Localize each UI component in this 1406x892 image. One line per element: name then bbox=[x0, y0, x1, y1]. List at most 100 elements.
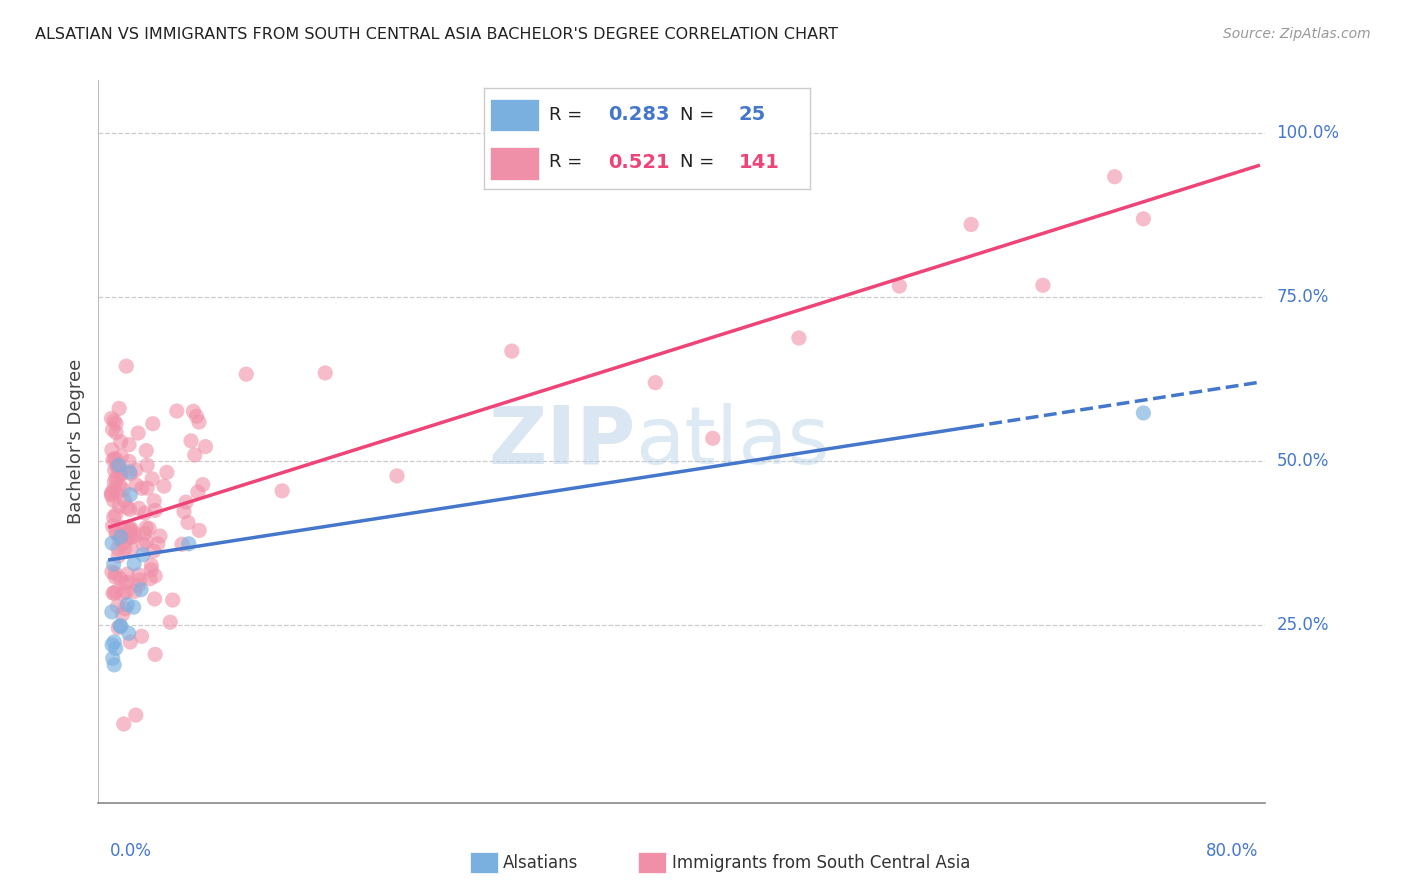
Point bbox=[186, 409, 208, 424]
Text: ALSATIAN VS IMMIGRANTS FROM SOUTH CENTRAL ASIA BACHELOR'S DEGREE CORRELATION CHA: ALSATIAN VS IMMIGRANTS FROM SOUTH CENTRA… bbox=[35, 27, 838, 42]
Point bbox=[118, 465, 141, 479]
Point bbox=[235, 367, 257, 381]
Point bbox=[111, 587, 134, 601]
Point bbox=[191, 477, 214, 491]
Point bbox=[135, 534, 157, 549]
Point bbox=[104, 566, 127, 581]
Point bbox=[100, 487, 122, 501]
Point bbox=[156, 466, 179, 480]
Point bbox=[108, 500, 131, 514]
Point bbox=[103, 586, 125, 600]
Point bbox=[134, 526, 156, 541]
Point bbox=[314, 366, 336, 380]
Point bbox=[124, 584, 146, 599]
Text: Source: ZipAtlas.com: Source: ZipAtlas.com bbox=[1223, 27, 1371, 41]
Point bbox=[112, 536, 135, 550]
Point bbox=[142, 544, 165, 558]
Point bbox=[132, 548, 155, 562]
Point bbox=[135, 443, 157, 458]
Point bbox=[105, 526, 128, 541]
Point bbox=[132, 537, 155, 551]
Point bbox=[180, 434, 202, 448]
Point bbox=[118, 531, 141, 545]
Point bbox=[105, 460, 128, 475]
Point bbox=[644, 376, 666, 390]
Point bbox=[174, 495, 197, 509]
Point bbox=[103, 483, 125, 497]
Point bbox=[143, 648, 166, 662]
Point bbox=[110, 529, 132, 543]
Text: 0.0%: 0.0% bbox=[110, 842, 152, 860]
Point bbox=[129, 582, 152, 597]
Point bbox=[141, 563, 163, 577]
Point bbox=[101, 422, 124, 436]
Point bbox=[101, 536, 124, 550]
Point bbox=[101, 442, 124, 457]
Point bbox=[124, 529, 146, 543]
Point bbox=[108, 532, 131, 546]
Point bbox=[110, 450, 132, 464]
Point bbox=[118, 438, 141, 452]
Point bbox=[107, 549, 129, 563]
Point bbox=[115, 521, 138, 535]
Point bbox=[105, 458, 128, 473]
Point bbox=[108, 468, 131, 483]
Point bbox=[129, 573, 152, 587]
Point bbox=[170, 537, 193, 551]
Point bbox=[112, 483, 135, 497]
Point bbox=[101, 586, 124, 600]
Point bbox=[105, 471, 128, 485]
Point bbox=[120, 635, 142, 649]
Point bbox=[136, 458, 159, 473]
Point bbox=[188, 524, 211, 538]
Point bbox=[187, 485, 209, 500]
Point bbox=[122, 600, 145, 615]
Point bbox=[105, 473, 128, 487]
Point bbox=[118, 454, 141, 468]
Point bbox=[111, 607, 134, 622]
Point bbox=[188, 415, 211, 429]
Point bbox=[118, 626, 141, 640]
Point bbox=[385, 469, 408, 483]
Point bbox=[120, 467, 142, 481]
Point bbox=[127, 425, 149, 440]
Point bbox=[149, 529, 172, 543]
Point bbox=[702, 431, 724, 445]
Point bbox=[114, 601, 136, 615]
Point bbox=[103, 475, 125, 489]
Point bbox=[101, 519, 124, 533]
Text: Immigrants from South Central Asia: Immigrants from South Central Asia bbox=[672, 854, 970, 871]
Text: 80.0%: 80.0% bbox=[1206, 842, 1258, 860]
Point bbox=[117, 567, 139, 582]
Point bbox=[107, 621, 129, 635]
Point bbox=[101, 453, 124, 467]
Point bbox=[166, 404, 188, 418]
Point bbox=[162, 593, 184, 607]
Point bbox=[115, 575, 138, 590]
Text: 25.0%: 25.0% bbox=[1277, 616, 1329, 634]
Point bbox=[125, 463, 148, 477]
Point bbox=[1104, 169, 1126, 184]
Text: Alsatians: Alsatians bbox=[503, 854, 579, 871]
Point bbox=[101, 651, 124, 665]
Text: 50.0%: 50.0% bbox=[1277, 452, 1329, 470]
Point bbox=[125, 708, 148, 723]
Point bbox=[141, 558, 163, 573]
Point bbox=[787, 331, 810, 345]
Point bbox=[105, 584, 128, 599]
Point bbox=[100, 488, 122, 502]
Point bbox=[143, 591, 166, 606]
Point bbox=[103, 493, 125, 508]
Point bbox=[134, 506, 156, 520]
Point bbox=[104, 417, 127, 431]
Point bbox=[125, 477, 148, 491]
Point bbox=[105, 485, 128, 500]
Point bbox=[184, 448, 207, 462]
Point bbox=[101, 565, 124, 579]
Point bbox=[173, 505, 195, 519]
Point bbox=[107, 599, 129, 614]
Point bbox=[101, 485, 124, 500]
Point bbox=[101, 605, 124, 619]
Text: atlas: atlas bbox=[636, 402, 830, 481]
Point bbox=[110, 619, 132, 633]
